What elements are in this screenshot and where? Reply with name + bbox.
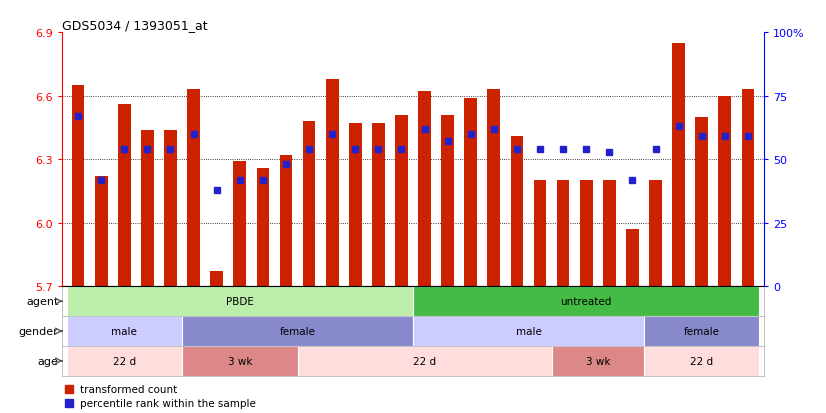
Text: 22 d: 22 d	[413, 356, 436, 366]
Bar	[67, 287, 413, 316]
Bar	[95, 177, 107, 287]
Bar	[395, 116, 408, 287]
Bar	[257, 168, 269, 287]
Bar	[742, 90, 754, 287]
Bar	[67, 316, 182, 346]
Bar	[67, 346, 182, 376]
Text: GDS5034 / 1393051_at: GDS5034 / 1393051_at	[62, 19, 207, 32]
Bar	[164, 130, 177, 287]
Text: transformed count: transformed count	[79, 384, 177, 394]
Bar	[487, 90, 501, 287]
Bar	[302, 122, 316, 287]
Text: 22 d: 22 d	[112, 356, 135, 366]
Text: 3 wk: 3 wk	[586, 356, 610, 366]
Text: 3 wk: 3 wk	[227, 356, 252, 366]
Bar	[141, 130, 154, 287]
Bar	[72, 86, 84, 287]
Text: age: age	[38, 356, 59, 366]
Bar	[534, 181, 546, 287]
Bar	[649, 181, 662, 287]
Bar	[413, 316, 644, 346]
Text: untreated: untreated	[561, 297, 612, 306]
Bar	[464, 99, 477, 287]
Bar	[626, 230, 638, 287]
Bar	[182, 346, 297, 376]
Bar	[672, 44, 685, 287]
Bar	[325, 80, 339, 287]
Bar	[182, 316, 413, 346]
Text: male: male	[112, 326, 137, 336]
Bar	[372, 124, 385, 287]
Bar	[603, 181, 615, 287]
Bar	[552, 346, 644, 376]
Text: gender: gender	[19, 326, 59, 336]
Text: female: female	[684, 326, 719, 336]
Bar	[297, 346, 552, 376]
Bar	[211, 272, 223, 287]
Bar	[349, 124, 362, 287]
Text: female: female	[279, 326, 316, 336]
Bar	[510, 137, 524, 287]
Bar	[695, 118, 708, 287]
Text: male: male	[515, 326, 541, 336]
Text: agent: agent	[26, 297, 59, 306]
Bar	[441, 116, 454, 287]
Bar	[644, 316, 759, 346]
Bar	[580, 181, 592, 287]
Bar	[644, 346, 759, 376]
Bar	[413, 287, 759, 316]
Bar	[118, 105, 131, 287]
Bar	[719, 97, 731, 287]
Bar	[418, 92, 431, 287]
Bar	[234, 162, 246, 287]
Text: PBDE: PBDE	[225, 297, 254, 306]
Bar	[557, 181, 569, 287]
Text: percentile rank within the sample: percentile rank within the sample	[79, 398, 255, 408]
Bar	[188, 90, 200, 287]
Bar	[280, 156, 292, 287]
Text: 22 d: 22 d	[691, 356, 714, 366]
